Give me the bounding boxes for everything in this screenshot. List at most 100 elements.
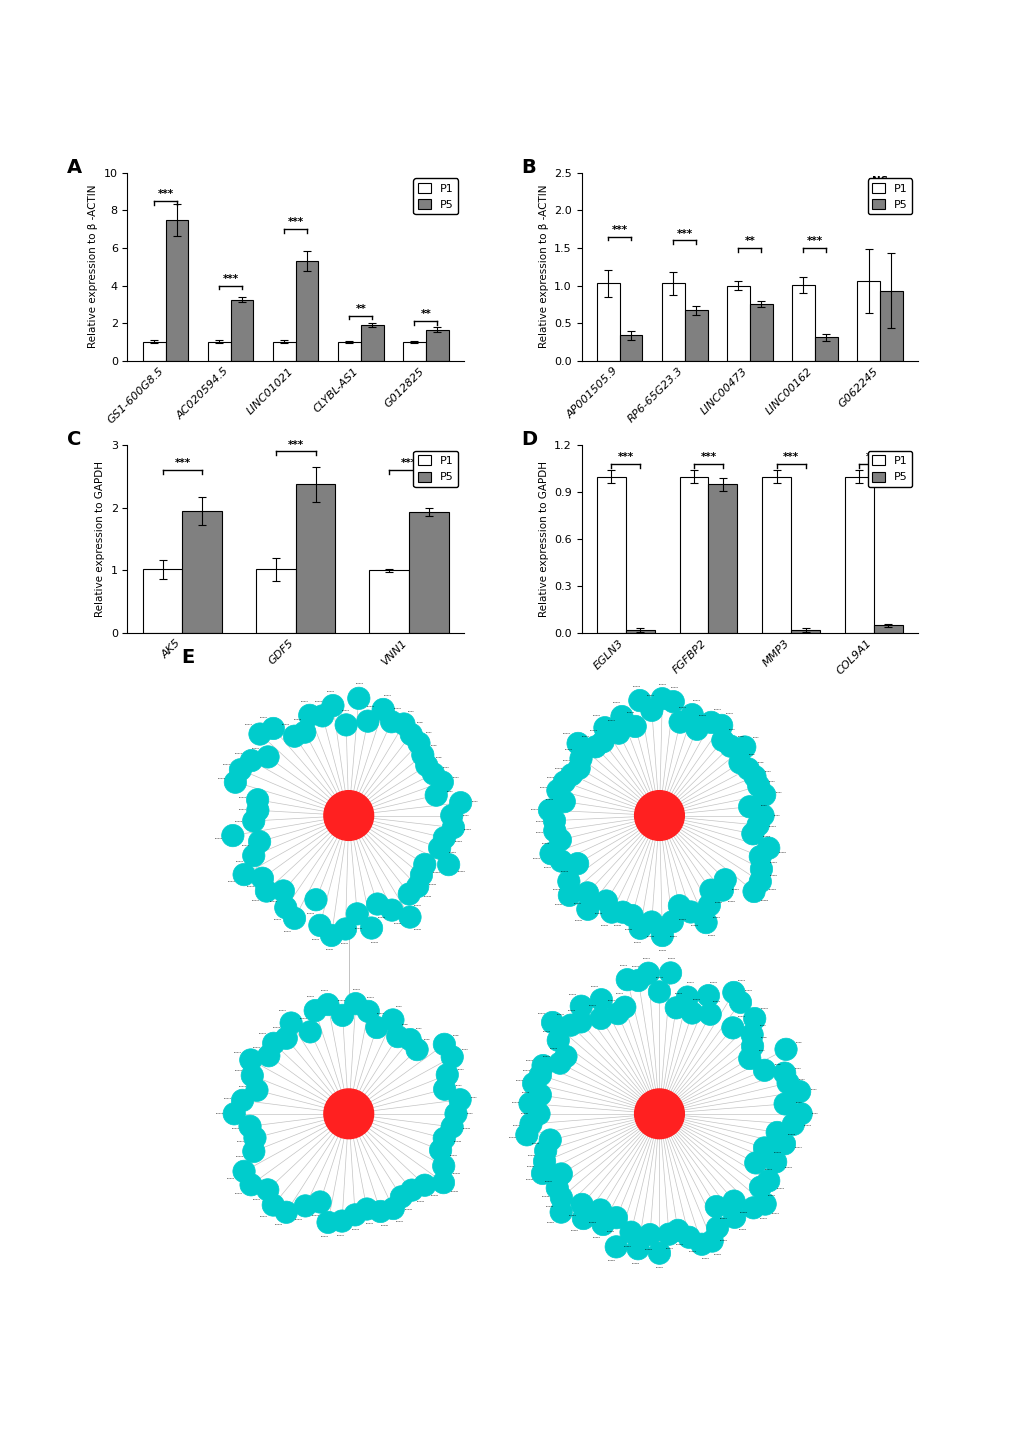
Circle shape [634,1089,684,1139]
Circle shape [229,759,252,780]
Text: ***: *** [400,458,417,468]
Bar [749,304,771,360]
Circle shape [650,687,673,710]
Circle shape [789,1103,811,1125]
Text: ***: *** [865,452,881,462]
Circle shape [440,1116,463,1138]
Circle shape [258,1044,280,1067]
Circle shape [721,981,744,1004]
Text: A: A [67,158,82,177]
Circle shape [628,690,650,711]
Bar [727,285,749,360]
Circle shape [380,899,403,922]
Circle shape [398,906,421,929]
Circle shape [729,752,750,773]
Text: NS: NS [871,176,888,186]
Bar [792,285,814,360]
Circle shape [741,1035,763,1057]
Circle shape [748,845,770,868]
Circle shape [746,814,768,837]
Circle shape [437,854,460,876]
Circle shape [763,1151,786,1174]
Text: ***: *** [700,452,715,462]
Circle shape [262,717,284,740]
Text: ***: *** [676,229,692,239]
Bar [143,341,165,360]
Circle shape [519,1093,541,1115]
Bar [273,341,296,360]
Text: ***: *** [806,236,822,246]
Circle shape [444,1103,467,1125]
Circle shape [522,1073,544,1094]
Circle shape [740,1024,762,1045]
Circle shape [232,1161,255,1182]
Text: **: ** [355,304,366,314]
Bar [425,330,448,360]
Circle shape [372,698,394,720]
Circle shape [309,1191,331,1212]
Circle shape [681,1002,703,1024]
Bar [256,569,296,634]
Circle shape [782,1113,804,1136]
Circle shape [620,1221,642,1243]
Circle shape [275,1027,298,1050]
Circle shape [640,700,662,721]
Circle shape [224,770,247,793]
Circle shape [324,791,373,841]
Circle shape [681,704,703,726]
Text: E: E [180,648,194,667]
Circle shape [406,1038,428,1061]
Circle shape [449,792,472,814]
Text: **: ** [744,236,754,246]
Circle shape [750,858,771,880]
Circle shape [343,1204,366,1225]
Circle shape [559,1014,582,1037]
Circle shape [637,962,659,985]
Circle shape [610,706,633,727]
Circle shape [721,1017,743,1040]
Circle shape [749,1176,771,1198]
Circle shape [311,704,333,727]
Circle shape [572,1207,594,1230]
Circle shape [774,1038,797,1060]
Circle shape [366,893,388,916]
Circle shape [317,994,338,1015]
Circle shape [753,1192,775,1215]
Circle shape [275,1201,298,1224]
Bar [182,511,222,634]
Circle shape [552,791,575,812]
Circle shape [381,1009,404,1031]
Bar [596,477,626,634]
Circle shape [347,687,370,710]
Circle shape [246,1079,268,1102]
Circle shape [531,1162,553,1185]
Circle shape [410,864,432,886]
Circle shape [710,714,732,737]
Circle shape [407,876,428,897]
Bar [409,513,448,634]
Circle shape [534,1139,556,1162]
Bar [626,629,654,634]
Circle shape [772,1061,795,1084]
Circle shape [621,904,643,927]
Circle shape [570,995,592,1018]
Circle shape [699,878,721,901]
Circle shape [429,1139,451,1162]
Circle shape [650,924,673,946]
Circle shape [611,901,634,923]
Circle shape [331,1004,354,1027]
Circle shape [283,907,306,930]
Legend: P1, P5: P1, P5 [413,451,458,487]
Circle shape [360,917,382,939]
Circle shape [590,988,612,1011]
Circle shape [433,827,455,850]
Circle shape [668,711,691,733]
Circle shape [710,878,733,901]
Circle shape [744,1152,766,1174]
Circle shape [733,736,755,759]
Circle shape [591,730,613,753]
Circle shape [627,969,649,992]
Circle shape [753,1136,774,1159]
Bar [596,284,620,360]
Circle shape [433,1032,455,1056]
